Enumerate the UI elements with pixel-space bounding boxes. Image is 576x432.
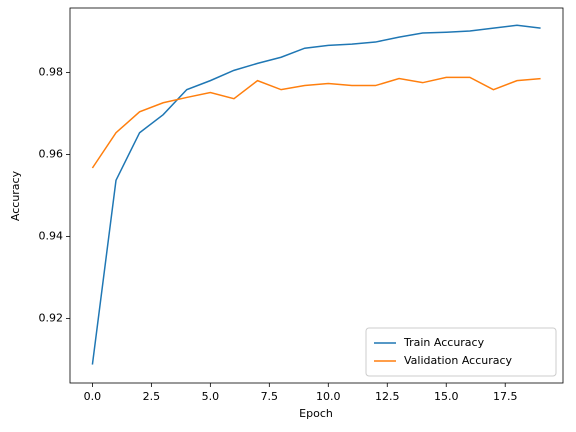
legend-box [365, 327, 557, 377]
x-tick-label: 15.0 [434, 390, 459, 403]
x-tick-label: 2.5 [143, 390, 161, 403]
x-tick-label: 0.0 [84, 390, 102, 403]
line-series [91, 24, 541, 365]
legend-label: Validation Accuracy [404, 354, 513, 367]
x-tick-label: 5.0 [202, 390, 220, 403]
y-tick-label: 0.94 [39, 230, 64, 243]
x-tick-label: 17.5 [493, 390, 518, 403]
legend-label: Train Accuracy [403, 336, 485, 349]
y-tick-label: 0.98 [39, 65, 64, 78]
axes-frame [69, 7, 564, 384]
x-axis-label: Epoch [299, 407, 333, 420]
x-tick-label: 7.5 [261, 390, 279, 403]
x-tick-label: 10.0 [316, 390, 341, 403]
y-tick-label: 0.92 [39, 312, 64, 325]
line-series [91, 76, 541, 169]
x-tick-label: 12.5 [375, 390, 400, 403]
y-tick-label: 0.96 [39, 147, 64, 160]
y-axis-label: Accuracy [9, 170, 22, 221]
